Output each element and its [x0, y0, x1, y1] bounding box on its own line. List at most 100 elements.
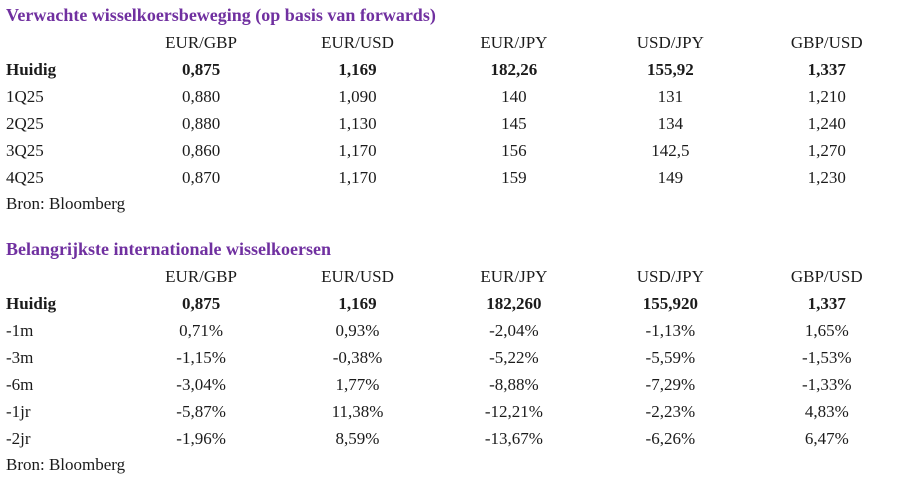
value-cell: 1,170 — [338, 141, 377, 160]
row-label: Huidig — [6, 294, 57, 313]
column-header: EUR/JPY — [480, 33, 548, 52]
value-cell: 155,920 — [642, 294, 698, 313]
table-row: 4Q25 0,870 1,170 159 149 1,230 — [6, 164, 905, 191]
value-cell: -6,26% — [645, 429, 696, 448]
value-cell: 1,65% — [804, 321, 849, 340]
value-cell: 1,169 — [338, 294, 377, 313]
value-cell: -1,53% — [801, 348, 852, 367]
value-cell: 0,870 — [181, 168, 221, 187]
exchange-rates-table-title: Belangrijkste internationale wisselkoers… — [6, 239, 331, 259]
value-cell: -0,38% — [332, 348, 383, 367]
column-header: USD/JPY — [636, 33, 704, 52]
row-label: 1Q25 — [6, 87, 44, 106]
header-row: EUR/GBP EUR/USD EUR/JPY USD/JPY GBP/USD — [6, 263, 905, 290]
value-cell: -13,67% — [484, 429, 543, 448]
value-cell: 1,169 — [338, 60, 377, 79]
value-cell: 0,93% — [335, 321, 380, 340]
value-cell: 1,337 — [807, 294, 846, 313]
column-header: USD/JPY — [636, 267, 704, 286]
table-row: -3m -1,15% -0,38% -5,22% -5,59% -1,53% — [6, 344, 905, 371]
value-cell: 11,38% — [331, 402, 384, 421]
value-cell: 1,210 — [807, 87, 846, 106]
value-cell: -5,87% — [176, 402, 226, 421]
value-cell: -5,59% — [645, 348, 696, 367]
value-cell: 1,240 — [807, 114, 846, 133]
table-row: Huidig 0,875 1,169 182,26 155,92 1,337 — [6, 56, 905, 83]
column-header: EUR/GBP — [165, 33, 237, 52]
forwards-table-section: Verwachte wisselkoersbeweging (op basis … — [6, 3, 905, 216]
value-cell: -1,33% — [801, 375, 852, 394]
row-label: 4Q25 — [6, 168, 44, 187]
value-cell: -8,88% — [489, 375, 539, 394]
value-cell: 149 — [657, 168, 684, 187]
row-label: 2Q25 — [6, 114, 44, 133]
value-cell: 155,92 — [646, 60, 694, 79]
value-cell: 1,170 — [338, 168, 377, 187]
value-cell: -1,15% — [176, 348, 226, 367]
value-cell: 0,880 — [181, 114, 221, 133]
value-cell: 182,260 — [486, 294, 542, 313]
value-cell: 142,5 — [651, 141, 690, 160]
value-cell: 0,880 — [181, 87, 221, 106]
table-row: Huidig 0,875 1,169 182,260 155,920 1,337 — [6, 290, 905, 317]
value-cell: 4,83% — [804, 402, 849, 421]
value-cell: 0,875 — [181, 294, 221, 313]
column-header: EUR/USD — [321, 33, 394, 52]
value-cell: 0,860 — [181, 141, 221, 160]
row-label: -2jr — [6, 429, 31, 448]
value-cell: -12,21% — [484, 402, 543, 421]
row-label: 3Q25 — [6, 141, 44, 160]
value-cell: 1,230 — [807, 168, 846, 187]
exchange-rates-table-section: Belangrijkste internationale wisselkoers… — [6, 237, 905, 477]
value-cell: -1,96% — [176, 429, 226, 448]
value-cell: 1,337 — [807, 60, 846, 79]
value-cell: -7,29% — [645, 375, 696, 394]
value-cell: 6,47% — [804, 429, 849, 448]
column-header: EUR/USD — [321, 267, 394, 286]
value-cell: 1,130 — [338, 114, 377, 133]
table-row: 2Q25 0,880 1,130 145 134 1,240 — [6, 110, 905, 137]
table-row: 1Q25 0,880 1,090 140 131 1,210 — [6, 83, 905, 110]
column-header: EUR/JPY — [480, 267, 548, 286]
exchange-rates-table: EUR/GBP EUR/USD EUR/JPY USD/JPY GBP/USD Huidi… — [6, 263, 905, 452]
source-note: Bron: Bloomberg — [6, 194, 126, 213]
value-cell: 145 — [501, 114, 527, 133]
value-cell: 134 — [657, 114, 684, 133]
table-row: -1jr -5,87% 11,38% -12,21% -2,23% 4,83% — [6, 398, 905, 425]
forwards-table-title: Verwachte wisselkoersbeweging (op basis … — [6, 5, 436, 25]
value-cell: -2,23% — [645, 402, 696, 421]
value-cell: 182,26 — [490, 60, 538, 79]
value-cell: -1,13% — [645, 321, 696, 340]
column-header: GBP/USD — [790, 33, 863, 52]
table-row: -2jr -1,96% 8,59% -13,67% -6,26% 6,47% — [6, 425, 905, 452]
table-row: -6m -3,04% 1,77% -8,88% -7,29% -1,33% — [6, 371, 905, 398]
row-label: -6m — [6, 375, 34, 394]
value-cell: 140 — [501, 87, 527, 106]
value-cell: -2,04% — [489, 321, 539, 340]
column-header: EUR/GBP — [165, 267, 237, 286]
value-cell: 156 — [501, 141, 527, 160]
forwards-table: EUR/GBP EUR/USD EUR/JPY USD/JPY GBP/USD Huidi… — [6, 29, 905, 191]
value-cell: 1,270 — [807, 141, 846, 160]
value-cell: -5,22% — [489, 348, 539, 367]
row-label: -1m — [6, 321, 34, 340]
corner-cell — [6, 29, 123, 56]
table-row: 3Q25 0,860 1,170 156 142,5 1,270 — [6, 137, 905, 164]
table-row: -1m 0,71% 0,93% -2,04% -1,13% 1,65% — [6, 317, 905, 344]
value-cell: 159 — [501, 168, 527, 187]
value-cell: 1,090 — [338, 87, 377, 106]
row-label: -3m — [6, 348, 34, 367]
value-cell: -3,04% — [176, 375, 226, 394]
column-header: GBP/USD — [790, 267, 863, 286]
value-cell: 0,71% — [179, 321, 224, 340]
corner-cell — [6, 263, 123, 290]
value-cell: 0,875 — [181, 60, 221, 79]
value-cell: 8,59% — [335, 429, 380, 448]
value-cell: 1,77% — [335, 375, 380, 394]
header-row: EUR/GBP EUR/USD EUR/JPY USD/JPY GBP/USD — [6, 29, 905, 56]
value-cell: 131 — [657, 87, 684, 106]
row-label: -1jr — [6, 402, 31, 421]
row-label: Huidig — [6, 60, 57, 79]
source-note: Bron: Bloomberg — [6, 455, 126, 474]
